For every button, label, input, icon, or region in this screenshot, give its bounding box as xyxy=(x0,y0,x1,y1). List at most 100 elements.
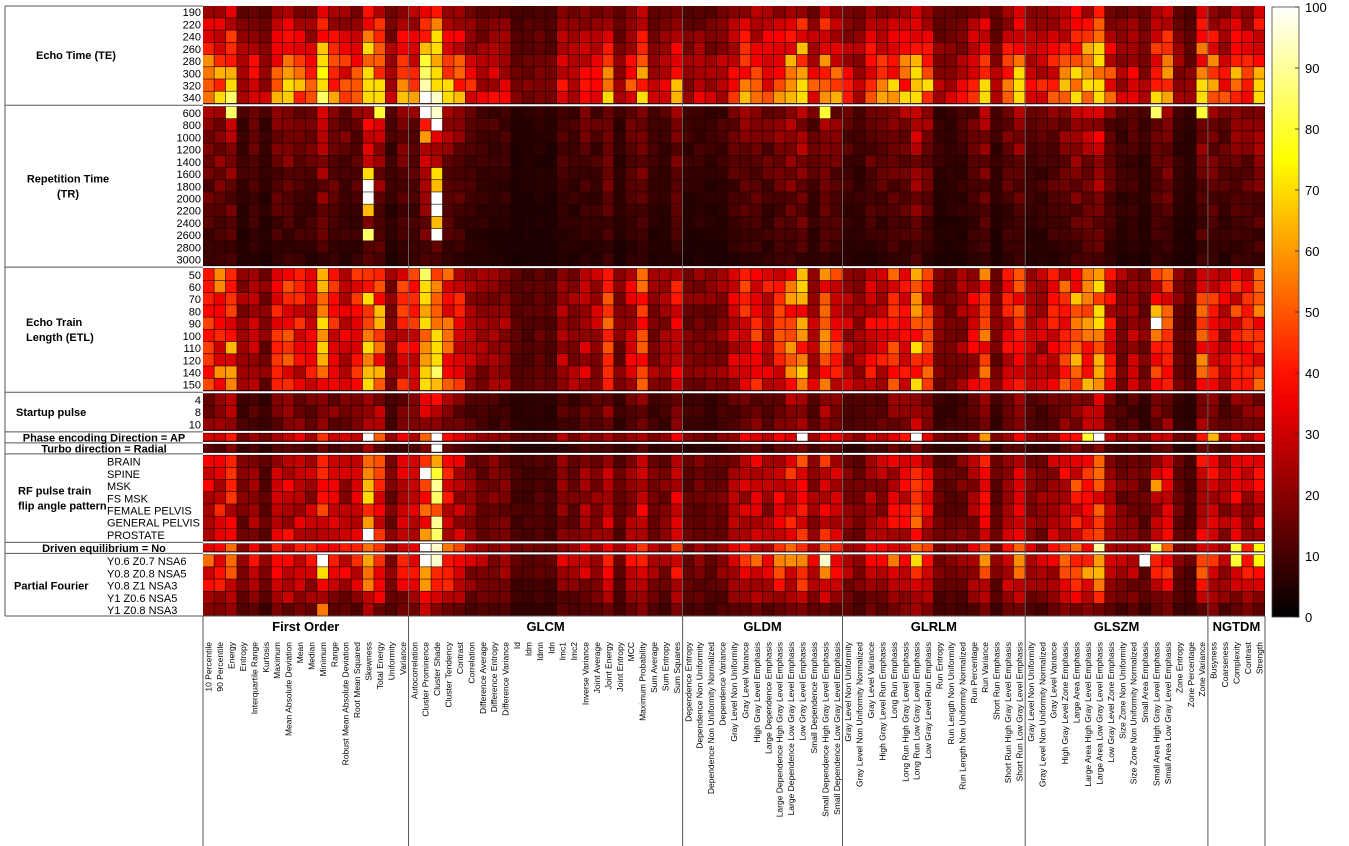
heatmap-cell xyxy=(648,554,660,567)
heatmap-cell xyxy=(1219,543,1231,552)
heatmap-cell xyxy=(442,305,454,317)
heatmap-cell xyxy=(591,192,603,204)
heatmap-cell xyxy=(968,579,979,591)
heatmap-cell xyxy=(705,280,717,293)
heatmap-cell xyxy=(408,528,420,541)
heatmap-cell xyxy=(1219,253,1231,265)
heatmap-cell xyxy=(317,393,329,406)
heatmap-cell xyxy=(682,492,694,504)
heatmap-cell xyxy=(1196,293,1208,305)
heatmap-cell xyxy=(225,280,237,293)
heatmap-cell xyxy=(294,143,306,156)
heatmap-cell xyxy=(351,393,363,406)
heatmap-cell xyxy=(1242,106,1253,119)
heatmap-cell xyxy=(853,253,865,265)
heatmap-cell xyxy=(488,479,500,492)
heatmap-cell xyxy=(694,118,705,131)
heatmap-cell xyxy=(773,118,785,131)
heatmap-cell xyxy=(442,228,454,241)
heatmap-cell xyxy=(1219,6,1231,18)
heatmap-cell xyxy=(625,354,637,366)
heatmap-cell xyxy=(1002,91,1014,104)
heatmap-cell xyxy=(990,444,1002,452)
heatmap-cell xyxy=(625,433,637,441)
heatmap-cell xyxy=(1207,305,1219,317)
heatmap-cell xyxy=(796,167,808,180)
heatmap-cell xyxy=(534,6,545,18)
heatmap-cell xyxy=(945,79,957,91)
heatmap-cell xyxy=(865,118,877,131)
heatmap-cell xyxy=(1082,366,1094,378)
column-label: Large Dependence Emphasis xyxy=(763,642,773,754)
heatmap-cell xyxy=(305,317,317,330)
heatmap-cell xyxy=(1185,91,1196,104)
heatmap-cell xyxy=(351,543,363,552)
heatmap-cell xyxy=(1162,579,1174,591)
heatmap-cell xyxy=(1162,329,1174,342)
heatmap-cell xyxy=(773,228,785,241)
heatmap-cell xyxy=(888,366,899,378)
heatmap-cell xyxy=(431,30,443,43)
heatmap-cell xyxy=(648,467,660,480)
heatmap-cell xyxy=(340,543,351,552)
heatmap-cell xyxy=(1185,591,1196,604)
heatmap-cell xyxy=(557,567,568,579)
heatmap-cell xyxy=(682,253,694,265)
heatmap-cell xyxy=(1070,54,1082,67)
heatmap-cell xyxy=(1162,131,1174,143)
heatmap-cell xyxy=(990,603,1002,616)
heatmap-cell xyxy=(488,329,500,342)
heatmap-cell xyxy=(636,30,648,43)
heatmap-cell xyxy=(397,54,408,67)
heatmap-cell xyxy=(819,305,831,317)
heatmap-cell xyxy=(1173,241,1185,253)
heatmap-cell xyxy=(294,579,306,591)
heatmap-cell xyxy=(659,317,671,330)
heatmap-cell xyxy=(968,18,979,30)
heatmap-cell xyxy=(305,67,317,79)
heatmap-cell xyxy=(831,393,842,406)
heatmap-cell xyxy=(1139,216,1151,229)
heatmap-cell xyxy=(488,228,500,241)
heatmap-cell xyxy=(705,204,717,217)
heatmap-cell xyxy=(522,554,534,567)
heatmap-cell xyxy=(397,204,408,217)
heatmap-cell xyxy=(294,405,306,418)
heatmap-cell xyxy=(933,366,945,378)
heatmap-cell xyxy=(614,30,625,43)
heatmap-cell xyxy=(1242,143,1253,156)
heatmap-cell xyxy=(682,180,694,192)
heatmap-cell xyxy=(945,91,957,104)
heatmap-cell xyxy=(534,204,545,217)
heatmap-cell xyxy=(853,554,865,567)
heatmap-cell xyxy=(705,305,717,317)
heatmap-cell xyxy=(1196,317,1208,330)
heatmap-cell xyxy=(648,393,660,406)
heatmap-cell xyxy=(351,516,363,529)
row-label: 2400 xyxy=(177,218,201,230)
heatmap-cell xyxy=(477,528,488,541)
heatmap-cell xyxy=(591,216,603,229)
heatmap-cell xyxy=(260,579,271,591)
heatmap-cell xyxy=(568,305,580,317)
heatmap-cell xyxy=(1185,405,1196,418)
heatmap-cell xyxy=(465,354,477,366)
heatmap-cell xyxy=(728,216,740,229)
heatmap-cell xyxy=(911,305,922,317)
heatmap-cell xyxy=(511,30,523,43)
heatmap-cell xyxy=(225,253,237,265)
heatmap-cell xyxy=(579,554,591,567)
heatmap-cell xyxy=(385,393,397,406)
heatmap-cell xyxy=(465,268,477,281)
heatmap-cell xyxy=(648,241,660,253)
heatmap-cell xyxy=(579,18,591,30)
heatmap-cell xyxy=(659,54,671,67)
heatmap-cell xyxy=(888,167,899,180)
heatmap-cell xyxy=(419,118,431,131)
heatmap-cell xyxy=(1127,143,1139,156)
heatmap-cell xyxy=(557,54,568,67)
heatmap-cell xyxy=(1185,378,1196,391)
heatmap-cell xyxy=(248,378,260,391)
heatmap-cell xyxy=(305,516,317,529)
heatmap-cell xyxy=(419,253,431,265)
